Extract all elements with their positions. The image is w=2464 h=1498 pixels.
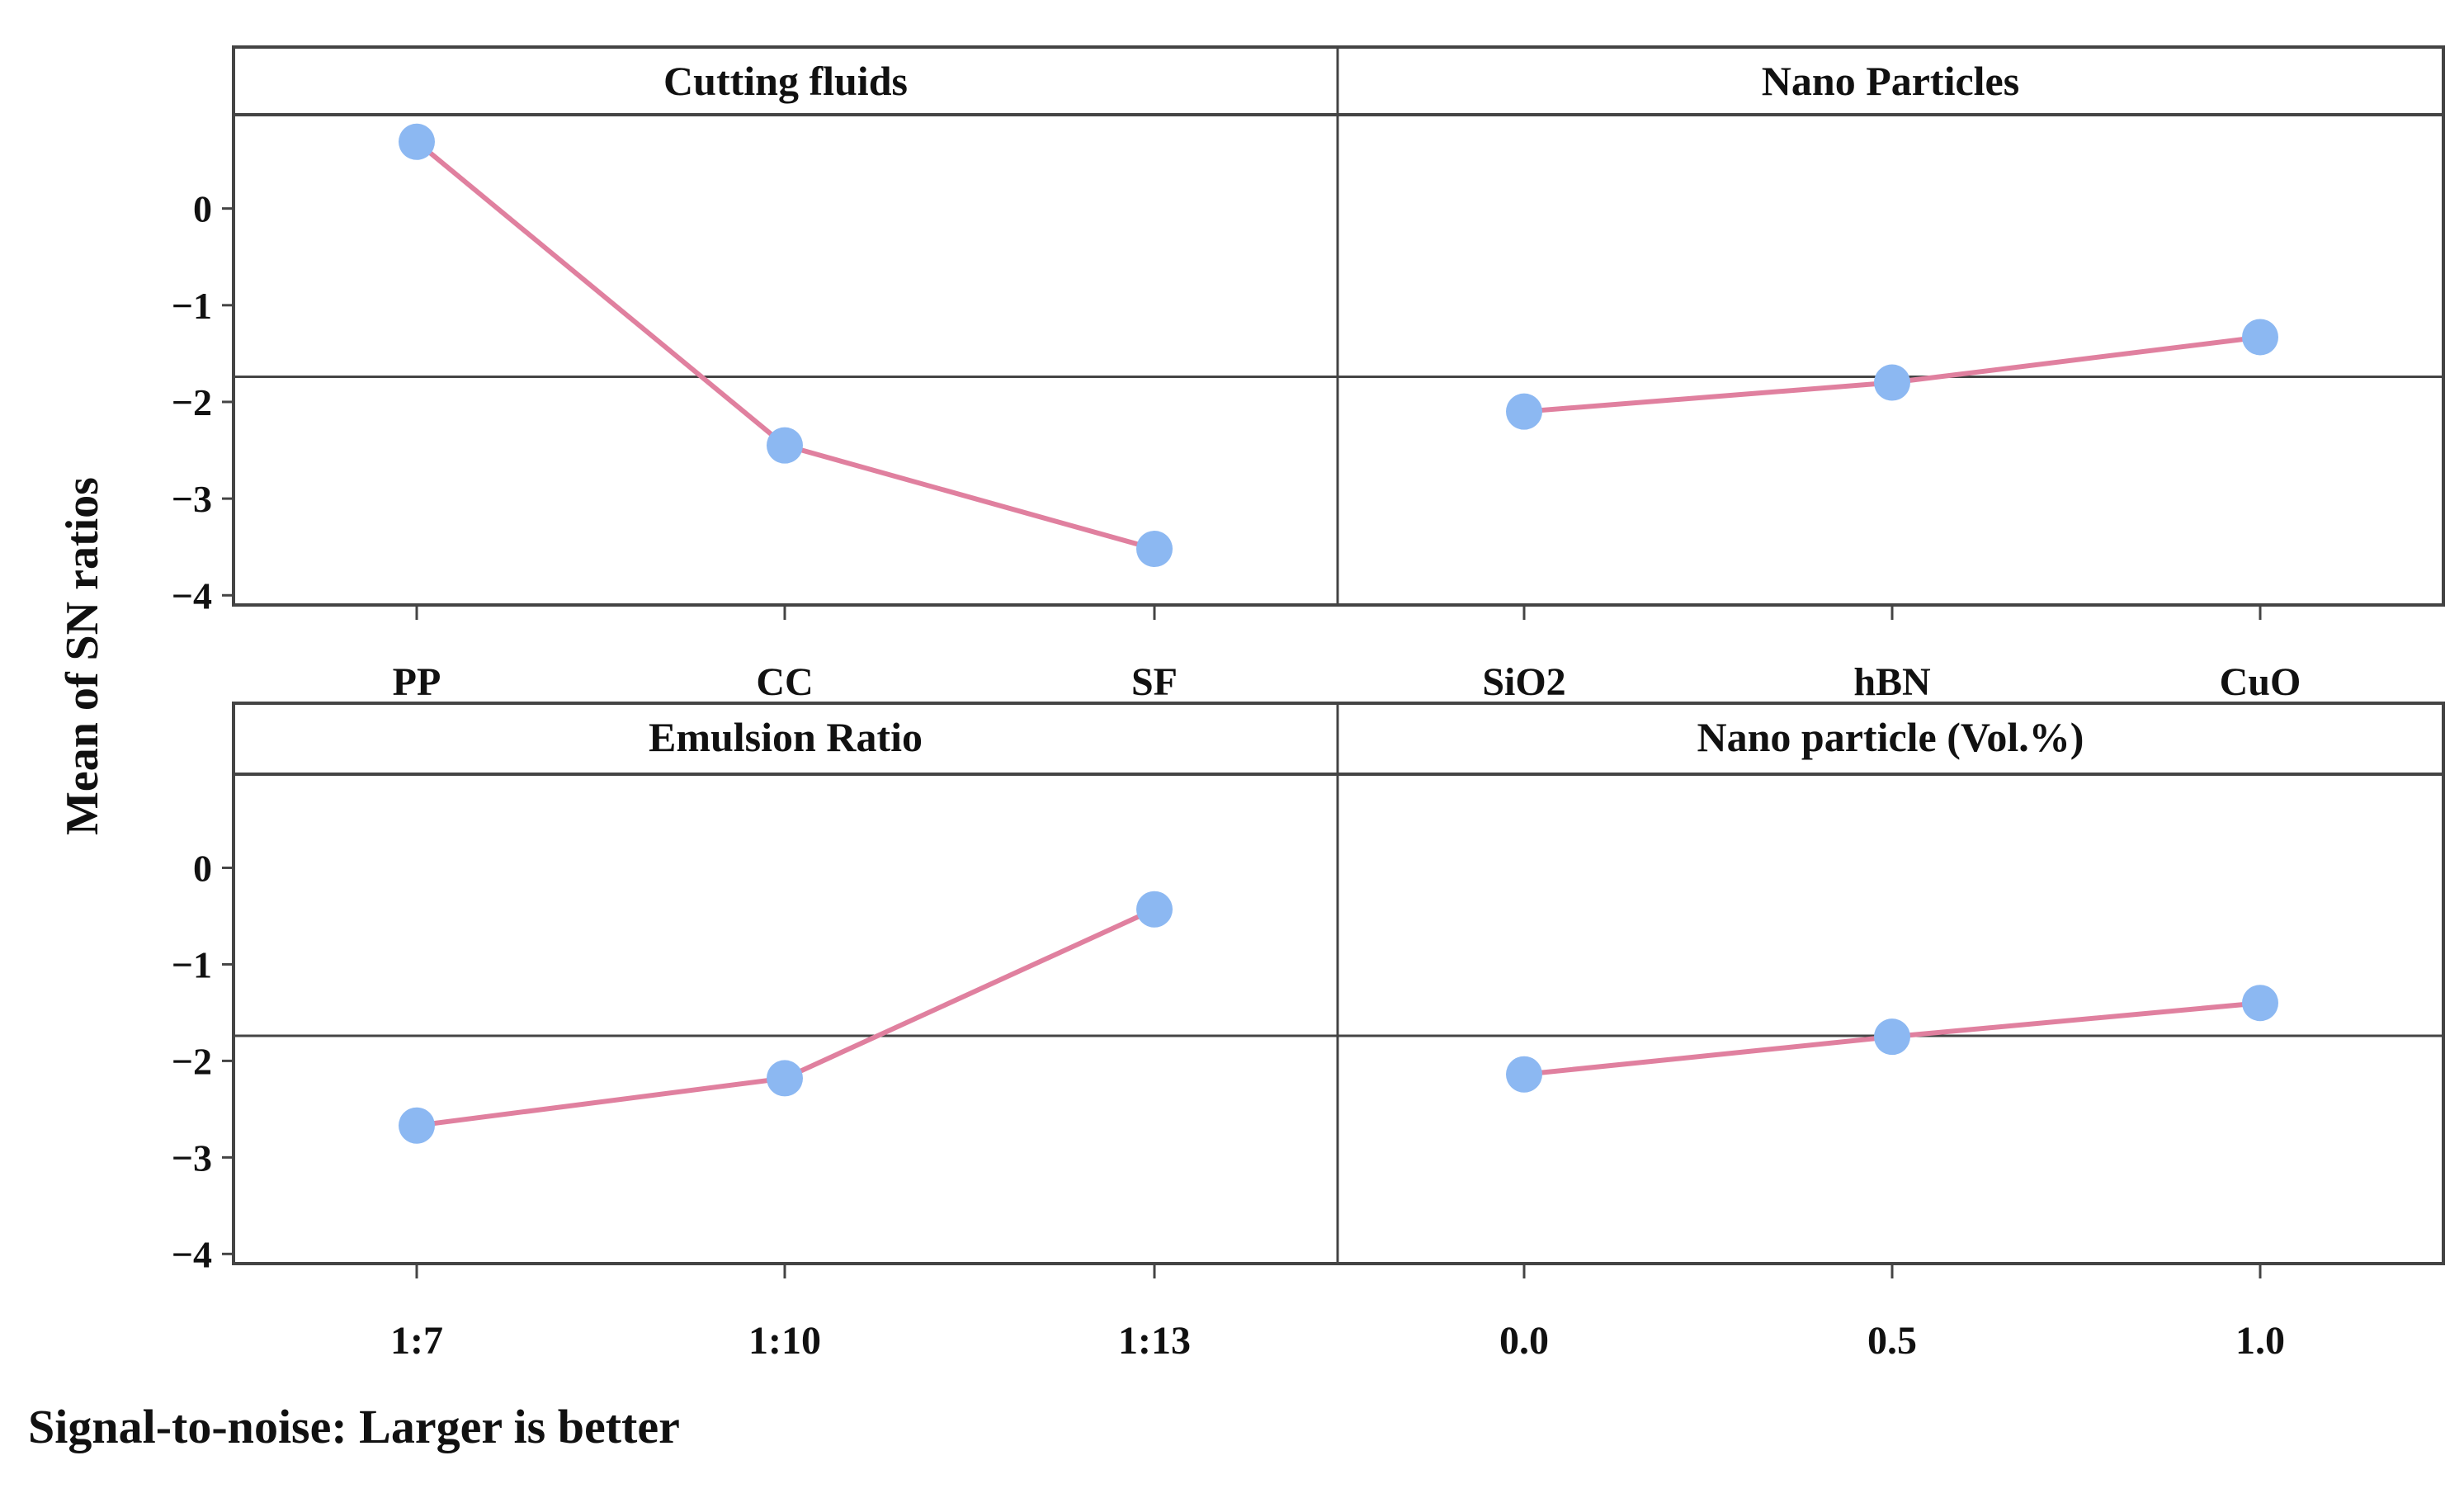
y-tick-label: −4 xyxy=(172,1233,212,1275)
y-axis-label: Mean of SN ratios xyxy=(57,477,108,835)
panel-title: Nano particle (Vol.%) xyxy=(1697,714,2084,760)
x-tick-label: 1:7 xyxy=(390,1319,443,1363)
x-tick-label: 0.0 xyxy=(1499,1319,1549,1363)
x-tick-label: 1:10 xyxy=(748,1319,821,1363)
x-tick-label: CuO xyxy=(2220,660,2301,704)
data-point xyxy=(1506,393,1542,430)
y-tick-label: −2 xyxy=(172,1040,212,1082)
data-point xyxy=(1874,1018,1910,1056)
x-tick-label: 1:13 xyxy=(1118,1319,1191,1363)
y-tick-label: −1 xyxy=(172,943,212,985)
x-tick-label: hBN xyxy=(1853,660,1931,704)
data-point xyxy=(2242,985,2278,1022)
panel-title: Emulsion Ratio xyxy=(649,714,923,760)
x-tick-label: SiO2 xyxy=(1482,660,1565,704)
panel-title: Cutting fluids xyxy=(663,58,908,104)
footnote: Signal-to-noise: Larger is better xyxy=(28,1400,680,1453)
data-point xyxy=(1874,364,1910,401)
data-point xyxy=(399,123,435,160)
x-tick-label: 0.5 xyxy=(1867,1319,1917,1363)
x-tick-label: PP xyxy=(393,660,441,704)
x-tick-label: 1.0 xyxy=(2235,1319,2285,1363)
data-point xyxy=(2242,319,2278,356)
data-point xyxy=(399,1107,435,1144)
data-point xyxy=(767,427,803,464)
data-point xyxy=(1136,891,1173,928)
y-tick-label: −3 xyxy=(172,1136,212,1179)
y-tick-label: −1 xyxy=(172,285,212,327)
y-tick-label: 0 xyxy=(193,188,212,230)
y-tick-label: −3 xyxy=(172,478,212,520)
y-tick-label: 0 xyxy=(193,847,212,889)
y-tick-label: −2 xyxy=(172,381,212,423)
data-point xyxy=(1136,531,1173,568)
x-tick-label: CC xyxy=(756,660,813,704)
series-line xyxy=(415,139,1155,551)
y-tick-label: −4 xyxy=(172,574,212,617)
data-point xyxy=(767,1060,803,1097)
data-point xyxy=(1506,1056,1542,1093)
x-tick-label: SF xyxy=(1131,660,1178,704)
panel-title: Nano Particles xyxy=(1762,58,2019,104)
